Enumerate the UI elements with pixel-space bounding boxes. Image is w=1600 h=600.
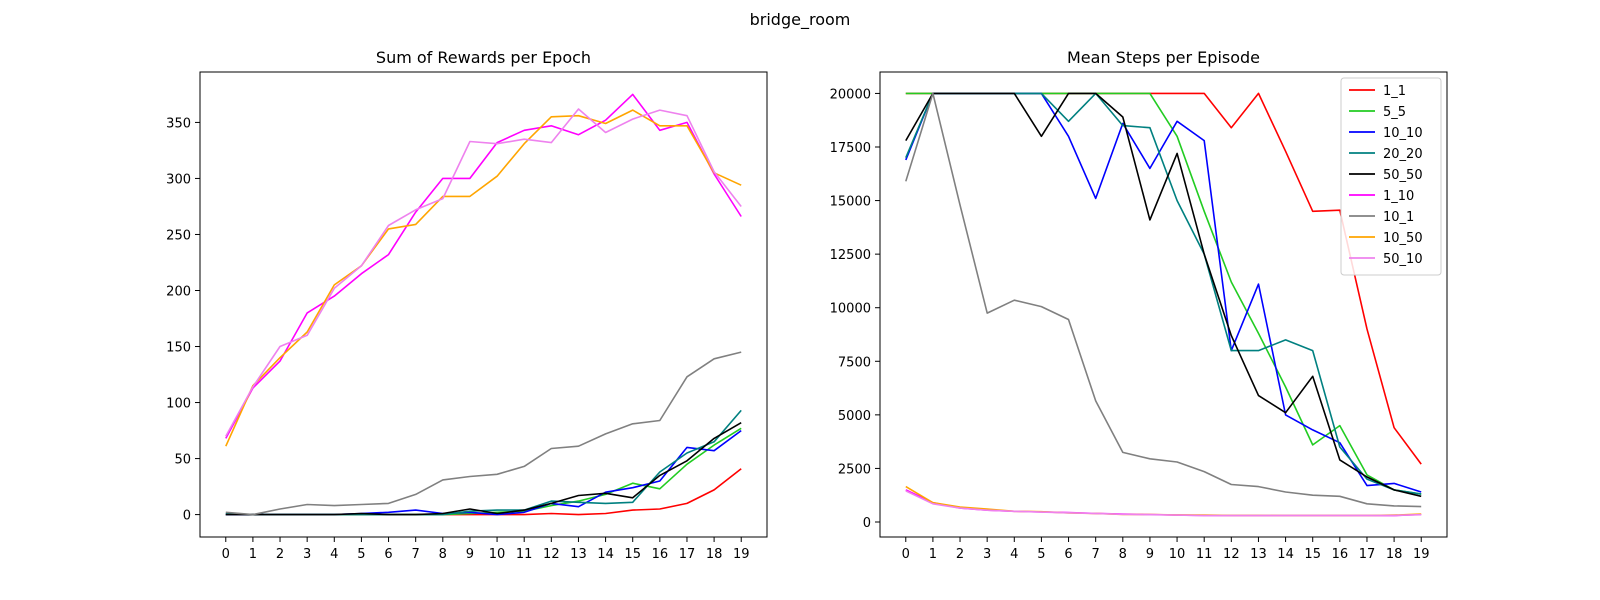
x-tick-label: 17	[1359, 547, 1376, 562]
x-tick-label: 13	[570, 547, 587, 562]
x-tick-label: 3	[303, 547, 311, 562]
series-line-10_50	[225, 109, 742, 447]
y-tick-label: 12500	[830, 248, 871, 263]
series-line-50_50	[225, 422, 742, 516]
y-tick-label: 5000	[838, 409, 871, 424]
y-tick-label: 50	[174, 453, 191, 468]
x-tick-label: 5	[357, 547, 365, 562]
series-line-5_5	[225, 427, 742, 516]
x-tick-label: 10	[489, 547, 506, 562]
x-tick-label: 4	[1010, 547, 1018, 562]
y-tick-label: 2500	[838, 462, 871, 477]
x-tick-label: 15	[624, 547, 641, 562]
x-tick-label: 12	[1223, 547, 1240, 562]
x-tick-label: 6	[1064, 547, 1072, 562]
y-tick-label: 20000	[830, 87, 871, 102]
x-tick-label: 7	[412, 547, 420, 562]
x-tick-label: 14	[1277, 547, 1294, 562]
x-tick-label: 6	[384, 547, 392, 562]
series-line-1_10	[225, 93, 742, 439]
x-tick-label: 17	[679, 547, 696, 562]
series-group	[225, 93, 742, 516]
x-tick-label: 19	[1413, 547, 1430, 562]
series-line-50_10	[225, 108, 742, 437]
y-tick-label: 7500	[838, 355, 871, 370]
x-tick-label: 1	[929, 547, 937, 562]
series-line-20_20	[225, 409, 742, 516]
x-tick-label: 0	[222, 547, 230, 562]
x-tick-label: 0	[902, 547, 910, 562]
y-tick-label: 17500	[830, 141, 871, 156]
x-tick-label: 18	[1386, 547, 1403, 562]
plot-frame	[199, 71, 768, 538]
legend-label: 5_5	[1383, 105, 1406, 120]
x-tick-label: 16	[1332, 547, 1349, 562]
series-line-10_50	[905, 485, 1422, 517]
y-tick-label: 150	[166, 341, 191, 356]
legend-label: 10_1	[1383, 210, 1414, 225]
x-tick-label: 15	[1304, 547, 1321, 562]
series-line-10_1	[225, 351, 742, 516]
x-tick-label: 12	[543, 547, 560, 562]
x-tick-label: 16	[652, 547, 669, 562]
chart-title: Mean Steps per Episode	[1067, 48, 1260, 67]
x-tick-label: 3	[983, 547, 991, 562]
legend-label: 1_1	[1383, 84, 1406, 99]
series-group	[905, 92, 1422, 517]
legend-label: 1_10	[1383, 189, 1414, 204]
series-line-1_10	[905, 489, 1422, 517]
x-tick-label: 18	[706, 547, 723, 562]
y-tick-label: 200	[166, 284, 191, 299]
legend: 1_1 5_5 10_10 20_20 50_50 1_10 10_1 10_50 50_10	[1340, 77, 1442, 276]
x-tick-label: 7	[1092, 547, 1100, 562]
x-tick-label: 2	[276, 547, 284, 562]
x-tick-label: 5	[1037, 547, 1045, 562]
y-tick-label: 300	[166, 172, 191, 187]
x-tick-label: 2	[956, 547, 964, 562]
x-tick-label: 13	[1250, 547, 1267, 562]
series-line-50_50	[905, 92, 1422, 498]
x-tick-label: 11	[1196, 547, 1213, 562]
series-line-50_10	[905, 490, 1422, 517]
chart-title: Sum of Rewards per Epoch	[376, 48, 591, 67]
legend-label: 10_10	[1383, 126, 1423, 141]
y-tick-label: 0	[183, 509, 191, 524]
x-tick-label: 14	[597, 547, 614, 562]
y-tick-label: 15000	[830, 195, 871, 210]
x-tick-label: 4	[330, 547, 338, 562]
y-tick-label: 250	[166, 228, 191, 243]
x-tick-label: 8	[439, 547, 447, 562]
y-tick-label: 10000	[830, 302, 871, 317]
legend-label: 10_50	[1383, 231, 1423, 246]
x-tick-label: 19	[733, 547, 750, 562]
x-tick-label: 9	[466, 547, 474, 562]
x-tick-label: 1	[249, 547, 257, 562]
legend-label: 50_50	[1383, 168, 1423, 183]
series-line-10_1	[905, 92, 1422, 508]
y-tick-label: 100	[166, 397, 191, 412]
legend-label: 50_10	[1383, 252, 1423, 267]
legend-label: 20_20	[1383, 147, 1423, 162]
legend-box	[1340, 77, 1442, 276]
x-tick-label: 10	[1169, 547, 1186, 562]
y-tick-label: 0	[863, 516, 871, 531]
x-tick-label: 8	[1119, 547, 1127, 562]
figure-suptitle: bridge_room	[750, 10, 851, 30]
x-tick-label: 11	[516, 547, 533, 562]
x-tick-label: 9	[1146, 547, 1154, 562]
plot-frame	[879, 71, 1448, 538]
y-tick-label: 350	[166, 116, 191, 131]
